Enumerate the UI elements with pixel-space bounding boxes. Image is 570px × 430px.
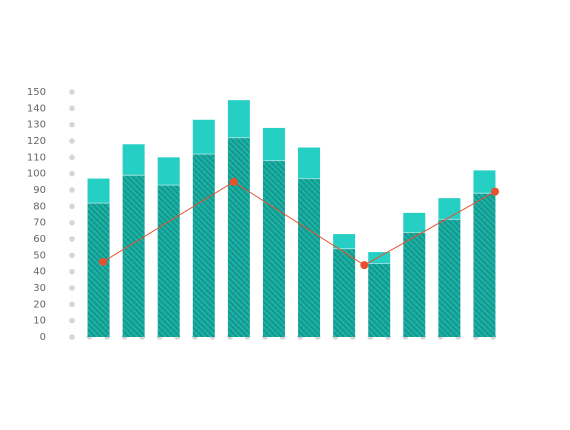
y-tick-label: 90 (33, 185, 46, 196)
y-grid-dot (69, 317, 75, 324)
bar-segment (333, 248, 356, 337)
y-grid-dot (69, 187, 75, 193)
bar-segment (192, 119, 215, 155)
y-tick-label: 120 (27, 136, 46, 147)
bar-segment (227, 100, 250, 138)
y-grid-dot (69, 89, 75, 95)
bar-segment (262, 127, 285, 161)
bar-segment (368, 252, 391, 264)
y-grid-dot (69, 285, 75, 291)
bar-segment (157, 185, 180, 337)
y-grid-dot (69, 252, 75, 259)
bar-segment (192, 154, 215, 337)
y-tick-label: 100 (27, 169, 46, 180)
y-tick-label: 70 (33, 218, 46, 229)
y-tick-label: 30 (33, 283, 46, 294)
y-tick-label: 40 (33, 267, 46, 278)
bar-segment (403, 212, 426, 233)
y-grid-dot (69, 334, 75, 340)
bar-segment (157, 157, 180, 186)
y-tick-label: 150 (27, 87, 46, 98)
y-tick-label: 140 (27, 103, 46, 114)
y-grid-dot (69, 105, 75, 112)
bar-segment (87, 203, 110, 337)
y-grid-dot (69, 121, 75, 128)
bar-segment (438, 198, 461, 220)
y-tick-label: 110 (27, 152, 46, 163)
bar-segment (262, 160, 285, 337)
line-point (360, 261, 369, 270)
y-grid-dot (69, 236, 75, 242)
bar-segment (227, 137, 250, 337)
bar-segment (122, 144, 145, 176)
bar-segment (473, 193, 496, 337)
y-grid-dot (69, 301, 75, 308)
y-tick-label: 10 (33, 316, 46, 327)
line-point (491, 187, 499, 196)
y-tick-label: 80 (33, 201, 46, 212)
bar-segment (368, 263, 391, 337)
y-grid-dot (69, 203, 75, 210)
bar-segment (87, 178, 110, 204)
line-point (229, 177, 238, 186)
bar-segment (298, 147, 321, 179)
y-grid-dot (69, 170, 75, 177)
bar-segment (298, 178, 321, 337)
y-tick-label: 20 (33, 299, 46, 310)
y-grid-dot (69, 154, 75, 161)
y-tick-label: 50 (33, 250, 46, 261)
bar-segment (333, 234, 356, 249)
y-tick-label: 0 (40, 332, 46, 343)
bar-segment (403, 232, 426, 337)
y-grid-dot (69, 219, 75, 226)
y-tick-label: 130 (27, 120, 46, 131)
y-tick-label: 60 (33, 234, 46, 245)
bar-segment (473, 170, 496, 194)
y-grid-dot (69, 268, 75, 275)
bar-segment (122, 175, 145, 337)
line-point (99, 257, 107, 266)
bar-segment (438, 219, 461, 337)
y-grid-dot (69, 138, 75, 144)
line-series (102, 181, 496, 266)
